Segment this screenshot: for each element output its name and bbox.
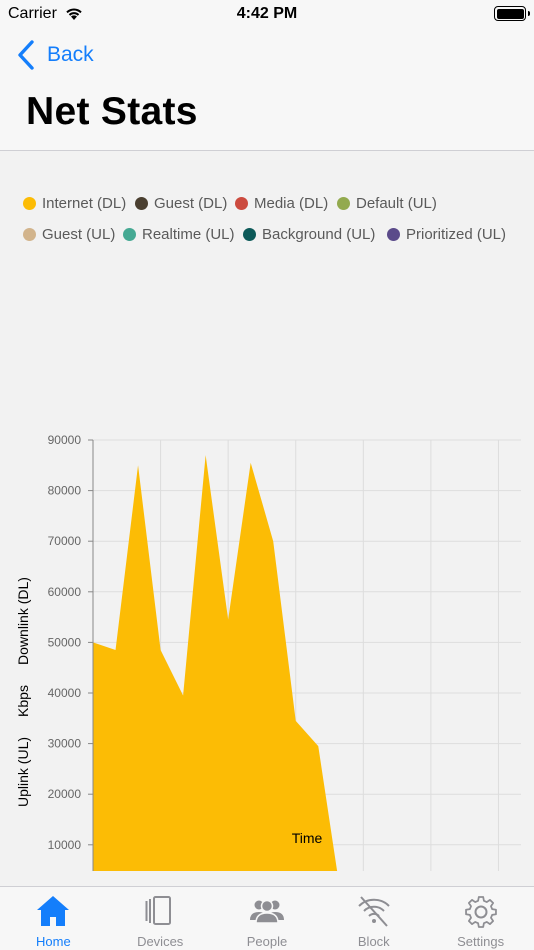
tab-bar: Home Devices People Block bbox=[0, 886, 534, 950]
legend-swatch bbox=[23, 228, 36, 241]
y-tick-label: 20000 bbox=[48, 787, 82, 801]
tab-label: Home bbox=[36, 934, 71, 949]
legend-swatch bbox=[135, 197, 148, 210]
y-axis-label-uplink: Uplink (UL) bbox=[15, 737, 31, 807]
legend-item: Background (UL) bbox=[243, 226, 375, 243]
status-bar: Carrier 4:42 PM bbox=[0, 0, 534, 30]
legend-item: Guest (DL) bbox=[135, 195, 227, 212]
chart-axes: 90000 80000 70000 60000 50000 40000 30000 20000… bbox=[48, 433, 94, 871]
tab-label: Block bbox=[357, 934, 390, 949]
tab-label: Devices bbox=[137, 934, 184, 949]
people-icon bbox=[249, 899, 284, 924]
tab-home[interactable]: Home bbox=[0, 887, 107, 950]
tab-block[interactable]: Block bbox=[320, 887, 427, 950]
chart-areas bbox=[93, 455, 338, 871]
wifi-icon bbox=[66, 8, 82, 20]
legend-item: Media (DL) bbox=[235, 195, 328, 212]
home-icon bbox=[37, 896, 70, 926]
legend-item: Default (UL) bbox=[337, 195, 437, 212]
legend-label: Prioritized (UL) bbox=[406, 226, 507, 243]
legend-label: Guest (DL) bbox=[154, 195, 228, 212]
legend-label: Realtime (UL) bbox=[142, 226, 235, 243]
tab-label: Settings bbox=[457, 934, 505, 949]
y-tick-label: 80000 bbox=[48, 484, 82, 498]
back-button[interactable]: Back bbox=[14, 38, 94, 72]
y-axis-label-kbps: Kbps bbox=[15, 685, 31, 717]
legend-swatch bbox=[235, 197, 248, 210]
devices-icon bbox=[145, 896, 172, 925]
net-stats-content: Internet (DL) Guest (DL) Media (DL) Defa… bbox=[0, 151, 534, 886]
clock: 4:42 PM bbox=[236, 5, 298, 22]
gear-icon bbox=[464, 896, 497, 928]
internet-dl-area bbox=[93, 455, 338, 871]
legend-swatch bbox=[387, 228, 400, 241]
legend-label: Internet (DL) bbox=[42, 195, 127, 212]
legend-label: Guest (UL) bbox=[42, 226, 116, 243]
tab-label: People bbox=[246, 934, 288, 949]
y-tick-label: 10000 bbox=[48, 838, 82, 852]
legend-swatch bbox=[23, 197, 36, 210]
legend-swatch bbox=[243, 228, 256, 241]
tab-people[interactable]: People bbox=[214, 887, 321, 950]
tab-settings[interactable]: Settings bbox=[427, 887, 534, 950]
legend-swatch bbox=[337, 197, 350, 210]
legend-item: Internet (DL) bbox=[23, 195, 126, 212]
y-axis-label-downlink: Downlink (DL) bbox=[15, 577, 31, 665]
block-wifi-icon bbox=[358, 896, 390, 927]
legend-item: Guest (UL) bbox=[23, 226, 115, 243]
navigation-bar: Back Net Stats bbox=[0, 30, 534, 151]
legend-label: Media (DL) bbox=[254, 195, 329, 212]
page-title: Net Stats bbox=[26, 90, 198, 133]
y-tick-label: 90000 bbox=[48, 433, 82, 447]
y-tick-label: 70000 bbox=[48, 534, 82, 548]
y-tick-label: 40000 bbox=[48, 686, 82, 700]
legend-item: Realtime (UL) bbox=[123, 226, 235, 243]
y-tick-label: 50000 bbox=[48, 635, 82, 649]
chart-labels: Downlink (DL) Kbps Uplink (UL) Time bbox=[15, 577, 323, 846]
y-tick-label: 30000 bbox=[48, 737, 82, 751]
chevron-left-icon bbox=[18, 40, 34, 70]
back-label: Back bbox=[47, 43, 94, 66]
x-axis-label: Time bbox=[292, 830, 323, 846]
legend-label: Default (UL) bbox=[356, 195, 437, 212]
battery-icon bbox=[494, 6, 530, 21]
net-stats-chart: 90000 80000 70000 60000 50000 40000 30000 20000… bbox=[15, 433, 521, 871]
legend-swatch bbox=[123, 228, 136, 241]
legend-label: Background (UL) bbox=[262, 226, 376, 243]
carrier-label: Carrier bbox=[8, 5, 57, 22]
y-tick-label: 60000 bbox=[48, 585, 82, 599]
legend-item: Prioritized (UL) bbox=[387, 226, 506, 243]
tab-devices[interactable]: Devices bbox=[107, 887, 214, 950]
